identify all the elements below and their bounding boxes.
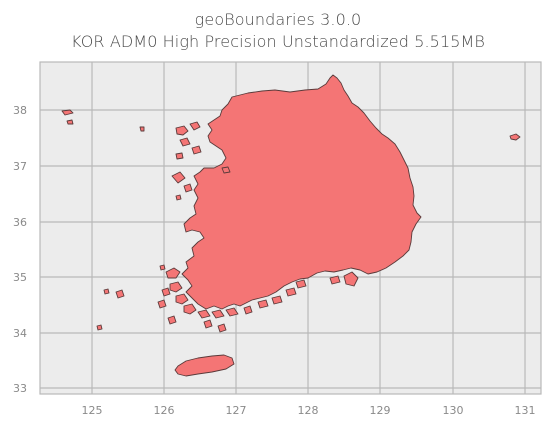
coastal-island xyxy=(243,305,253,315)
coastal-island xyxy=(271,295,283,305)
country-shapes xyxy=(61,74,521,377)
mainland-shape xyxy=(181,74,422,310)
coastal-island xyxy=(159,264,166,271)
ulleung-island xyxy=(509,133,521,141)
coastal-island xyxy=(61,109,74,116)
coastal-island xyxy=(183,303,197,315)
ganghwa-island xyxy=(175,125,189,136)
x-tick-label: 127 xyxy=(226,404,247,417)
jeju-island xyxy=(174,354,235,377)
coastal-island xyxy=(221,166,231,174)
coastal-island xyxy=(157,299,167,309)
x-tick-label: 130 xyxy=(443,404,464,417)
x-tick-label: 126 xyxy=(154,404,175,417)
coastal-island xyxy=(203,319,213,329)
x-tick-label: 129 xyxy=(370,404,391,417)
map-subtitle: KOR ADM0 High Precision Unstandardized 5… xyxy=(71,32,485,51)
coastal-island xyxy=(211,309,225,319)
coastal-island xyxy=(96,324,103,331)
x-tick-label: 125 xyxy=(82,404,103,417)
coastal-island xyxy=(191,145,202,155)
coastal-island xyxy=(103,288,110,295)
coastal-island xyxy=(139,126,145,132)
coastal-island xyxy=(183,183,193,193)
coastal-island xyxy=(217,323,227,333)
geoje-island xyxy=(343,271,359,287)
y-axis-ticks: 38 37 36 35 34 33 xyxy=(13,104,27,395)
coastal-island xyxy=(257,299,269,309)
coastal-island xyxy=(167,315,177,325)
y-tick-label: 33 xyxy=(13,382,27,395)
coastal-island xyxy=(161,287,171,297)
y-tick-label: 36 xyxy=(13,216,27,229)
coastal-island xyxy=(285,287,297,297)
coastal-island xyxy=(171,171,186,184)
y-tick-label: 38 xyxy=(13,104,27,117)
coastal-island xyxy=(66,119,74,125)
coastal-island xyxy=(175,293,189,305)
coastal-island xyxy=(115,289,125,299)
coastal-island xyxy=(175,152,184,160)
y-tick-label: 35 xyxy=(13,271,27,284)
coastal-island xyxy=(189,121,201,131)
coastal-island xyxy=(197,309,211,319)
x-axis-ticks: 125 126 127 128 129 130 131 xyxy=(82,404,536,417)
y-tick-label: 37 xyxy=(13,160,27,173)
coastal-island xyxy=(179,137,191,147)
coastal-island xyxy=(225,307,239,317)
y-tick-label: 34 xyxy=(13,327,27,340)
x-tick-label: 131 xyxy=(515,404,536,417)
coastal-island xyxy=(329,275,341,285)
x-tick-label: 128 xyxy=(298,404,319,417)
map-title: geoBoundaries 3.0.0 xyxy=(194,10,362,29)
coastal-island xyxy=(175,194,182,201)
coastal-island xyxy=(169,281,183,293)
coastal-island xyxy=(295,279,307,289)
coastal-island xyxy=(165,267,181,279)
